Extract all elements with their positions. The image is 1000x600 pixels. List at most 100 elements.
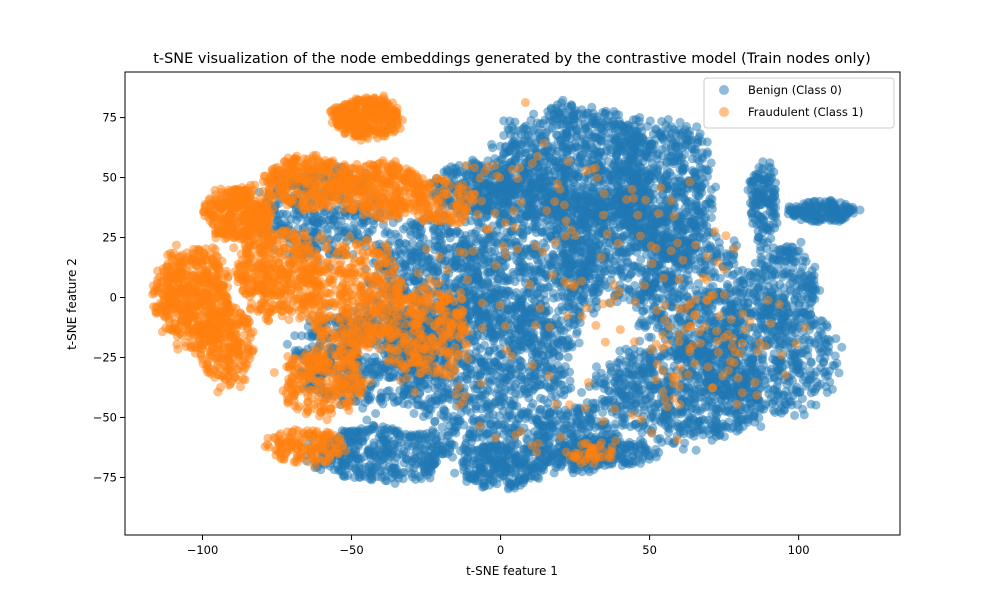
scatter-point	[722, 381, 731, 391]
scatter-point	[543, 253, 553, 263]
scatter-point	[788, 376, 797, 386]
scatter-point	[787, 330, 797, 340]
scatter-point	[742, 368, 752, 378]
scatter-point	[666, 144, 676, 154]
scatter-point	[734, 424, 744, 434]
scatter-point	[792, 275, 802, 285]
scatter-point	[822, 322, 832, 332]
scatter-point	[515, 263, 525, 272]
scatter-point	[675, 117, 685, 127]
scatter-point	[768, 256, 778, 266]
scatter-point	[618, 161, 628, 171]
scatter-point	[693, 135, 703, 145]
scatter-point	[621, 146, 631, 156]
scatter-point	[532, 221, 542, 231]
scatter-point	[724, 417, 734, 427]
scatter-point	[556, 136, 566, 146]
scatter-point	[487, 139, 497, 149]
scatter-point	[603, 245, 613, 254]
scatter-point	[749, 411, 759, 421]
scatter-point	[792, 316, 802, 326]
scatter-point	[537, 174, 547, 184]
scatter-point	[782, 247, 792, 257]
scatter-point	[625, 241, 635, 251]
scatter-point	[598, 264, 608, 274]
scatter-point	[791, 207, 801, 217]
scatter-point	[640, 405, 650, 415]
scatter-point	[758, 178, 768, 187]
scatter-point	[792, 246, 802, 256]
scatter-point	[662, 158, 672, 168]
scatter-point	[617, 247, 627, 257]
scatter-point	[797, 394, 807, 404]
scatter-point	[640, 395, 650, 405]
scatter-point	[589, 112, 599, 122]
scatter-point	[753, 187, 763, 197]
scatter-point	[594, 134, 604, 144]
scatter-point	[639, 306, 649, 316]
scatter-point	[693, 226, 702, 236]
scatter-point	[601, 168, 611, 178]
scatter-point	[647, 139, 657, 149]
scatter-point	[669, 159, 679, 169]
scatter-point	[521, 148, 531, 158]
scatter-point	[715, 273, 725, 283]
scatter-point	[561, 128, 571, 138]
scatter-point	[657, 437, 667, 447]
scatter-point	[706, 158, 716, 168]
scatter-point	[806, 399, 816, 409]
scatter-point	[572, 329, 581, 339]
scatter-point	[504, 125, 514, 135]
scatter-point	[582, 108, 592, 118]
scatter-point	[655, 196, 665, 206]
scatter-point	[617, 264, 627, 274]
scatter-point	[768, 399, 778, 409]
scatter-point	[631, 115, 641, 125]
scatter-point	[529, 123, 539, 133]
scatter-point	[690, 144, 699, 154]
scatter-point	[499, 116, 509, 126]
scatter-point	[548, 155, 558, 165]
scatter-point	[624, 284, 634, 294]
scatter-point	[759, 285, 769, 295]
scatter-point	[836, 198, 845, 208]
scatter-point	[603, 395, 613, 405]
scatter-point	[707, 421, 717, 431]
scatter-point	[831, 334, 841, 344]
scatter-point	[668, 314, 678, 324]
scatter-point	[758, 224, 767, 234]
scatter-point	[613, 206, 623, 216]
scatter-point	[501, 235, 511, 244]
scatter-point	[626, 176, 635, 186]
scatter-point	[550, 114, 560, 123]
scatter-point	[684, 396, 694, 405]
scatter-point	[589, 182, 599, 192]
scatter-point	[698, 154, 708, 164]
scatter-point	[667, 419, 677, 429]
scatter-point	[782, 337, 791, 347]
scatter-point	[664, 427, 674, 437]
scatter-point	[527, 168, 537, 178]
scatter-point	[625, 352, 635, 362]
scatter-point	[677, 284, 687, 294]
scatter-point	[544, 282, 554, 292]
scatter-point	[848, 205, 858, 214]
scatter-point	[588, 249, 598, 259]
scatter-point	[749, 289, 759, 299]
scatter-point	[591, 273, 601, 283]
scatter-point	[687, 207, 697, 217]
scatter-point	[657, 412, 667, 422]
scatter-point	[572, 131, 582, 141]
scatter-point	[818, 346, 828, 356]
scatter-point	[560, 107, 570, 117]
scatter-point	[703, 306, 713, 316]
scatter-point	[806, 310, 816, 319]
scatter-point	[542, 145, 552, 155]
scatter-point	[781, 311, 791, 321]
scatter-point	[653, 149, 663, 159]
scatter-point	[552, 106, 562, 116]
scatter-point	[497, 154, 507, 164]
scatter-point	[644, 332, 654, 342]
scatter-point	[711, 182, 721, 192]
scatter-point	[579, 158, 589, 168]
